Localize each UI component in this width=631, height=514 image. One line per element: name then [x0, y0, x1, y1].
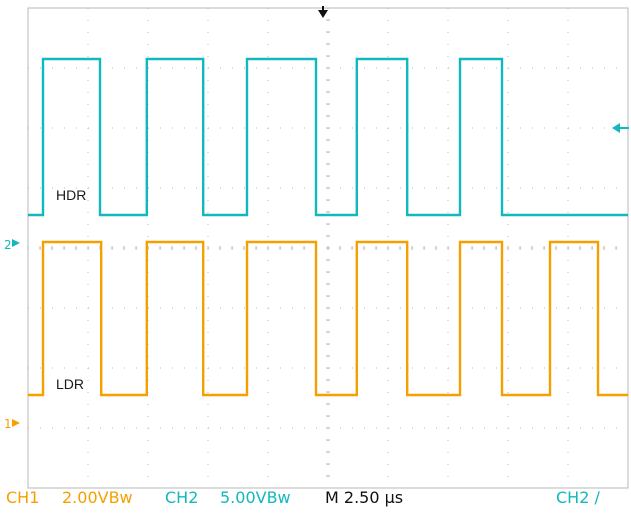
ch2-scale: 5.00VBw	[220, 488, 291, 507]
ch1-scale: 2.00VBw	[62, 488, 133, 507]
trigger-readout: CH2 ∕	[556, 488, 600, 507]
ch2-ground-marker: 2	[4, 238, 20, 252]
ch1-label: CH1	[6, 488, 40, 507]
svg-text:2: 2	[4, 238, 12, 252]
trace-ldr	[28, 240, 628, 397]
waveform-traces	[28, 57, 628, 397]
trigger-position-marker	[318, 6, 328, 18]
trace-hdr	[28, 57, 628, 217]
ch2-label: CH2	[165, 488, 199, 507]
svg-text:1: 1	[4, 417, 12, 431]
series-label-hdr: HDR	[56, 187, 86, 203]
ch1-ground-marker: 1	[4, 417, 20, 431]
graticule-grid	[27, 7, 629, 489]
series-label-ldr: LDR	[56, 376, 84, 392]
trigger-level-marker	[612, 123, 629, 133]
timebase-readout: M 2.50 µs	[325, 488, 404, 507]
